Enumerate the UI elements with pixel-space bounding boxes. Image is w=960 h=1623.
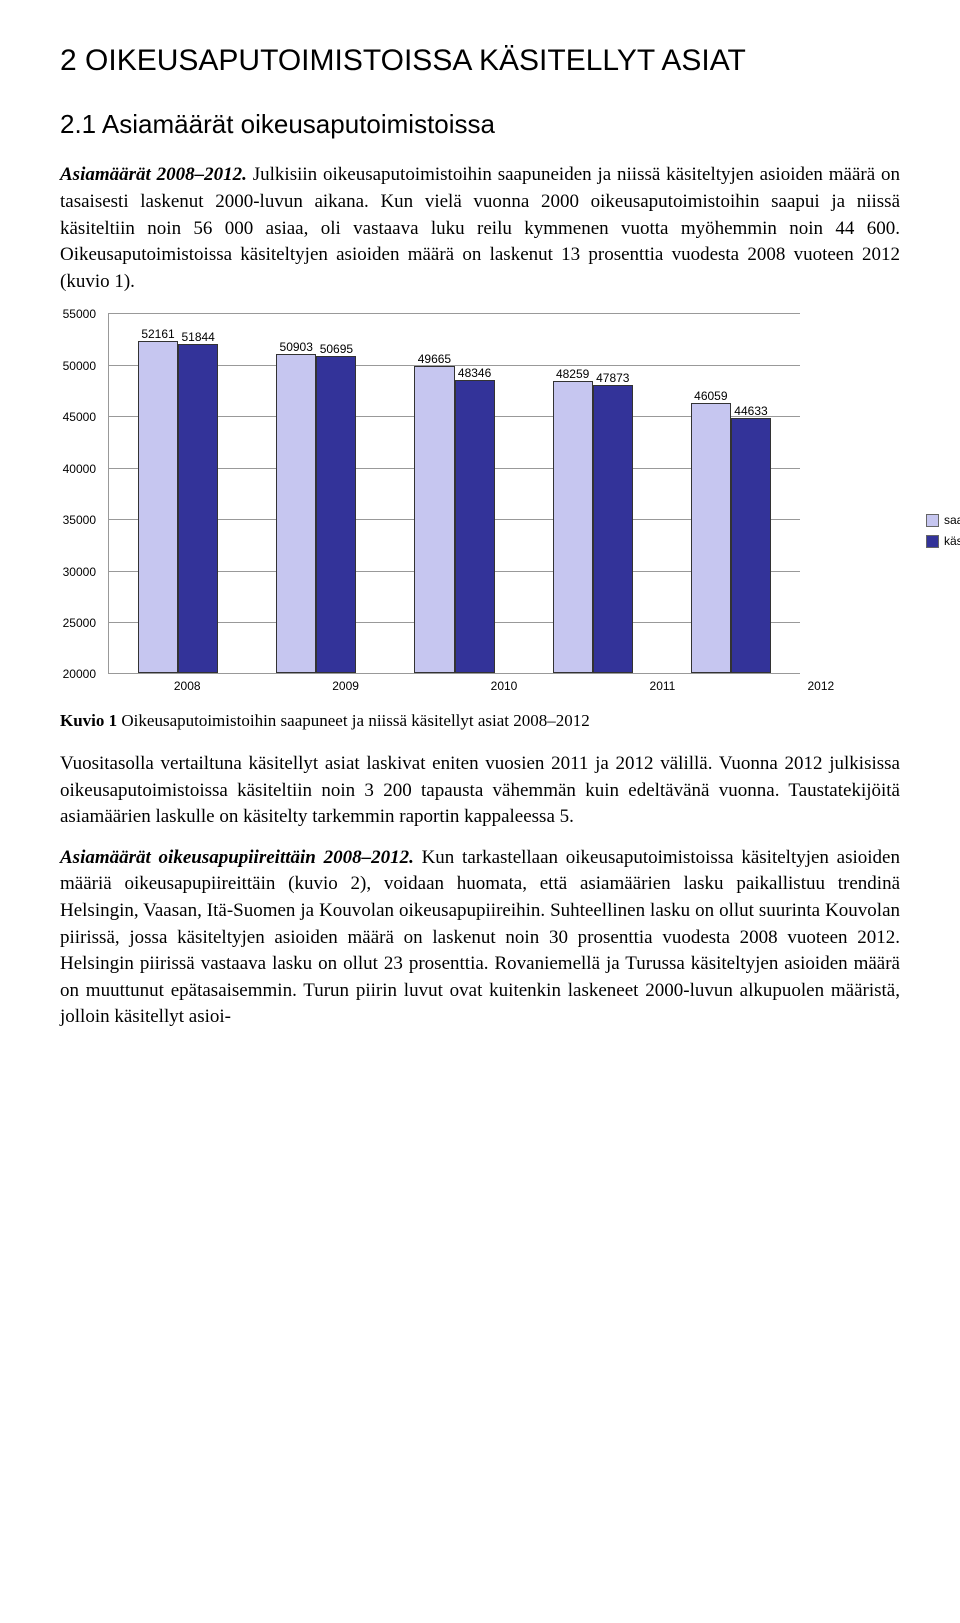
section-heading: 2.1 Asiamäärät oikeusaputoimistoissa xyxy=(60,106,900,142)
paragraph-3: Asiamäärät oikeusapupiireittäin 2008–201… xyxy=(60,845,900,1031)
legend-label: saapuneet xyxy=(944,512,960,529)
bar-value-label: 50695 xyxy=(320,341,353,358)
para1-lead: Asiamäärät 2008–2012. xyxy=(60,164,247,185)
legend-item: saapuneet xyxy=(926,512,960,529)
bar-value-label: 46059 xyxy=(694,388,727,405)
bar-group: 4966548346 xyxy=(385,313,523,673)
chart-legend: saapuneet käsitellyt xyxy=(926,512,960,554)
caption-rest: Oikeusaputoimistoihin saapuneet ja niiss… xyxy=(117,711,590,730)
bar: 46059 xyxy=(691,403,731,673)
bar-value-label: 51844 xyxy=(181,329,214,346)
bar: 51844 xyxy=(178,344,218,674)
bar-group: 5216151844 xyxy=(109,313,247,673)
bar-value-label: 50903 xyxy=(280,339,313,356)
y-tick-label: 55000 xyxy=(54,306,102,323)
y-tick-label: 20000 xyxy=(54,666,102,683)
legend-item: käsitellyt xyxy=(926,533,960,550)
bar-value-label: 48259 xyxy=(556,366,589,383)
bar-value-label: 49665 xyxy=(418,351,451,368)
bar: 47873 xyxy=(593,385,633,674)
x-tick-label: 2012 xyxy=(742,678,900,695)
paragraph-2: Vuositasolla vertailtuna käsitellyt asia… xyxy=(60,751,900,831)
bar-group: 4825947873 xyxy=(524,313,662,673)
para3-body: Kun tarkastellaan oikeusaputoimistoissa … xyxy=(60,847,900,1028)
bar-group: 5090350695 xyxy=(247,313,385,673)
legend-swatch xyxy=(926,535,939,548)
bar: 44633 xyxy=(731,418,771,673)
bar: 48259 xyxy=(553,381,593,674)
bar: 52161 xyxy=(138,341,178,674)
y-tick-label: 40000 xyxy=(54,461,102,478)
paragraph-1: Asiamäärät 2008–2012. Julkisiin oikeusap… xyxy=(60,162,900,295)
y-tick-label: 50000 xyxy=(54,358,102,375)
y-tick-label: 35000 xyxy=(54,512,102,529)
x-tick-label: 2008 xyxy=(108,678,266,695)
x-tick-label: 2010 xyxy=(425,678,583,695)
x-tick-label: 2011 xyxy=(583,678,741,695)
bar-value-label: 44633 xyxy=(734,403,767,420)
x-tick-label: 2009 xyxy=(266,678,424,695)
figure-caption: Kuvio 1 Oikeusaputoimistoihin saapuneet … xyxy=(60,709,900,733)
legend-swatch xyxy=(926,514,939,527)
bar-value-label: 48346 xyxy=(458,365,491,382)
bar: 50903 xyxy=(276,354,316,674)
y-tick-label: 30000 xyxy=(54,564,102,581)
caption-bold: Kuvio 1 xyxy=(60,711,117,730)
bar-group: 4605944633 xyxy=(662,313,800,673)
y-tick-label: 45000 xyxy=(54,409,102,426)
bar-value-label: 52161 xyxy=(141,326,174,343)
page-heading: 2 OIKEUSAPUTOIMISTOISSA KÄSITELLYT ASIAT xyxy=(60,40,900,82)
chart-kuvio-1: 5500050000450004000035000300002500020000… xyxy=(60,313,900,695)
bar: 49665 xyxy=(414,366,454,673)
legend-label: käsitellyt xyxy=(944,533,960,550)
para3-lead: Asiamäärät oikeusapupiireittäin 2008–201… xyxy=(60,847,414,868)
bar: 48346 xyxy=(455,380,495,674)
bar: 50695 xyxy=(316,356,356,674)
y-tick-label: 25000 xyxy=(54,615,102,632)
bar-value-label: 47873 xyxy=(596,370,629,387)
